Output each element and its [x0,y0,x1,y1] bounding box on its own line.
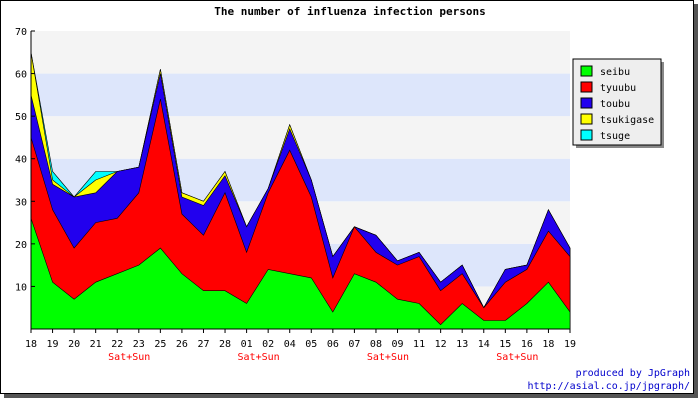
legend-swatch-tyuubu [580,81,593,93]
x-tick-label: 15 [499,339,511,350]
x-tick-label: 23 [133,339,145,350]
x-tick-label: 16 [521,339,533,350]
weekend-label: Sat+Sun [367,352,409,363]
x-tick-label: 07 [348,339,360,350]
x-tick-label: 22 [111,339,123,350]
legend-label-tyuubu: tyuubu [600,83,636,94]
x-tick-label: 02 [262,339,274,350]
x-tick-label: 12 [435,339,447,350]
credit-line-2-link[interactable]: http://asial.co.jp/jpgraph/ [527,381,690,392]
x-tick-label: 05 [305,339,317,350]
x-tick-label: 14 [478,339,490,350]
y-tick-label: 70 [15,27,27,38]
x-tick-label: 04 [284,339,296,350]
legend-swatch-tsukigase [580,113,593,125]
legend-swatch-seibu [580,65,593,77]
x-tick-label: 27 [197,339,209,350]
legend-label-toubu: toubu [600,99,630,110]
x-tick-label: 18 [542,339,554,350]
x-tick-label: 18 [25,339,37,350]
series-areas [30,52,571,330]
y-tick-label: 30 [15,197,27,208]
x-tick-label: 01 [241,339,253,350]
y-tick-label: 50 [15,112,27,123]
credit-line-1: produced by JpGraph [576,368,690,379]
y-tick-label: 40 [15,155,27,166]
legend-swatch-tsuge [580,129,593,141]
x-tick-label: 11 [413,339,425,350]
x-tick-label: 06 [327,339,339,350]
legend: seibu tyuubu toubu tsukigase tsuge [572,58,664,148]
x-tick-label: 08 [370,339,382,350]
x-tick-label: 19 [47,339,59,350]
legend-label-seibu: seibu [600,67,630,78]
plot-band [31,73,570,117]
x-tick-label: 25 [154,339,166,350]
weekend-label: Sat+Sun [108,352,150,363]
y-tick-label: 10 [15,282,27,293]
x-tick-label: 09 [391,339,403,350]
plot-band [31,31,570,74]
legend-label-tsukigase: tsukigase [600,115,654,126]
x-tick-label: 13 [456,339,468,350]
x-tick-label: 28 [219,339,231,350]
x-tick-label: 26 [176,339,188,350]
axes: 10 20 30 40 50 60 70 18 19 20 21 22 23 25 26 27 28 01 02 04… [15,27,576,363]
x-tick-label: 19 [564,339,576,350]
chart-title: The number of influenza infection person… [214,5,486,18]
weekend-label: Sat+Sun [496,352,538,363]
weekend-label: Sat+Sun [238,352,280,363]
legend-swatch-toubu [580,97,593,109]
x-tick-label: 21 [90,339,102,350]
area-seibu [30,218,571,330]
y-tick-label: 20 [15,240,27,251]
x-tick-label: 20 [68,339,80,350]
legend-label-tsuge: tsuge [600,131,630,142]
y-tick-label: 60 [15,70,27,81]
